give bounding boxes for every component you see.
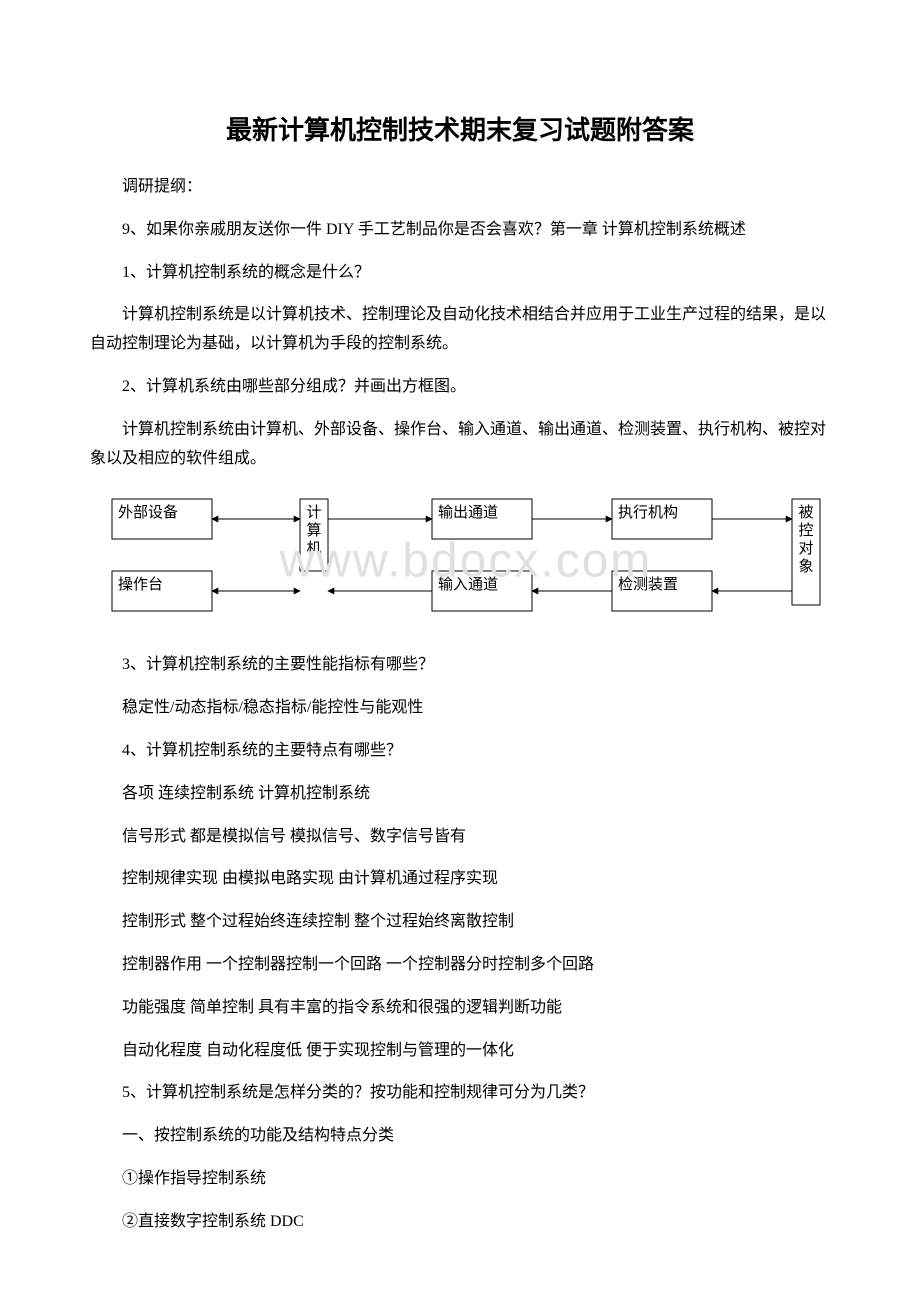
paragraph: 功能强度 简单控制 具有丰富的指令系统和很强的逻辑判断功能 — [90, 994, 830, 1023]
diagram-node-label: 操作台 — [118, 576, 163, 593]
paragraph: 3、计算机控制系统的主要性能指标有哪些？ — [90, 651, 830, 680]
diagram-node-label: 机 — [306, 540, 321, 557]
paragraph: ②直接数字控制系统 DDC — [90, 1208, 830, 1237]
paragraph: 2、计算机系统由哪些部分组成？并画出方框图。 — [90, 373, 830, 402]
paragraph: 控制形式 整个过程始终连续控制 整个过程始终离散控制 — [90, 908, 830, 937]
paragraph: ①操作指导控制系统 — [90, 1165, 830, 1194]
diagram-node-label: 象 — [798, 558, 813, 575]
diagram-node-label: 被 — [798, 504, 813, 521]
paragraph: 信号形式 都是模拟信号 模拟信号、数字信号皆有 — [90, 823, 830, 852]
diagram-node-label: 算 — [306, 521, 321, 539]
paragraph: 控制器作用 一个控制器控制一个回路 一个控制器分时控制多个回路 — [90, 951, 830, 980]
paragraph: 各项 连续控制系统 计算机控制系统 — [90, 780, 830, 809]
block-diagram: 外部设备操作台计算机输出通道输入通道执行机构检测装置被控对象 www.bdocx… — [102, 491, 830, 631]
paragraph: 5、计算机控制系统是怎样分类的？按功能和控制规律可分为几类？ — [90, 1079, 830, 1108]
document-title: 最新计算机控制技术期末复习试题附答案 — [90, 110, 830, 147]
paragraph: 一、按控制系统的功能及结构特点分类 — [90, 1122, 830, 1151]
diagram-node-label: 计 — [306, 504, 321, 521]
diagram-node-label: 输入通道 — [438, 576, 498, 593]
paragraph: 稳定性/动态指标/稳态指标/能控性与能观性 — [90, 694, 830, 723]
diagram-node-label: 外部设备 — [118, 504, 178, 521]
paragraph: 1、计算机控制系统的概念是什么？ — [90, 259, 830, 288]
diagram-node-label: 输出通道 — [438, 504, 498, 521]
diagram-node-label: 控 — [798, 522, 813, 539]
paragraph: 调研提纲： — [90, 173, 830, 202]
paragraph: 计算机控制系统由计算机、外部设备、操作台、输入通道、输出通道、检测装置、执行机构… — [90, 416, 830, 474]
diagram-svg: 外部设备操作台 计算机 输出通道输入通道 执行机构检测装置 被控对象 — [102, 491, 832, 631]
paragraph: 控制规律实现 由模拟电路实现 由计算机通过程序实现 — [90, 865, 830, 894]
diagram-node-label: 执行机构 — [618, 504, 678, 521]
paragraph: 4、计算机控制系统的主要特点有哪些？ — [90, 737, 830, 766]
diagram-node-label: 对 — [798, 540, 813, 557]
paragraph: 自动化程度 自动化程度低 便于实现控制与管理的一体化 — [90, 1037, 830, 1066]
paragraph: 9、如果你亲戚朋友送你一件 DIY 手工艺制品你是否会喜欢？第一章 计算机控制系… — [90, 216, 830, 245]
diagram-node-label: 检测装置 — [618, 576, 678, 593]
paragraph: 计算机控制系统是以计算机技术、控制理论及自动化技术相结合并应用于工业生产过程的结… — [90, 301, 830, 359]
